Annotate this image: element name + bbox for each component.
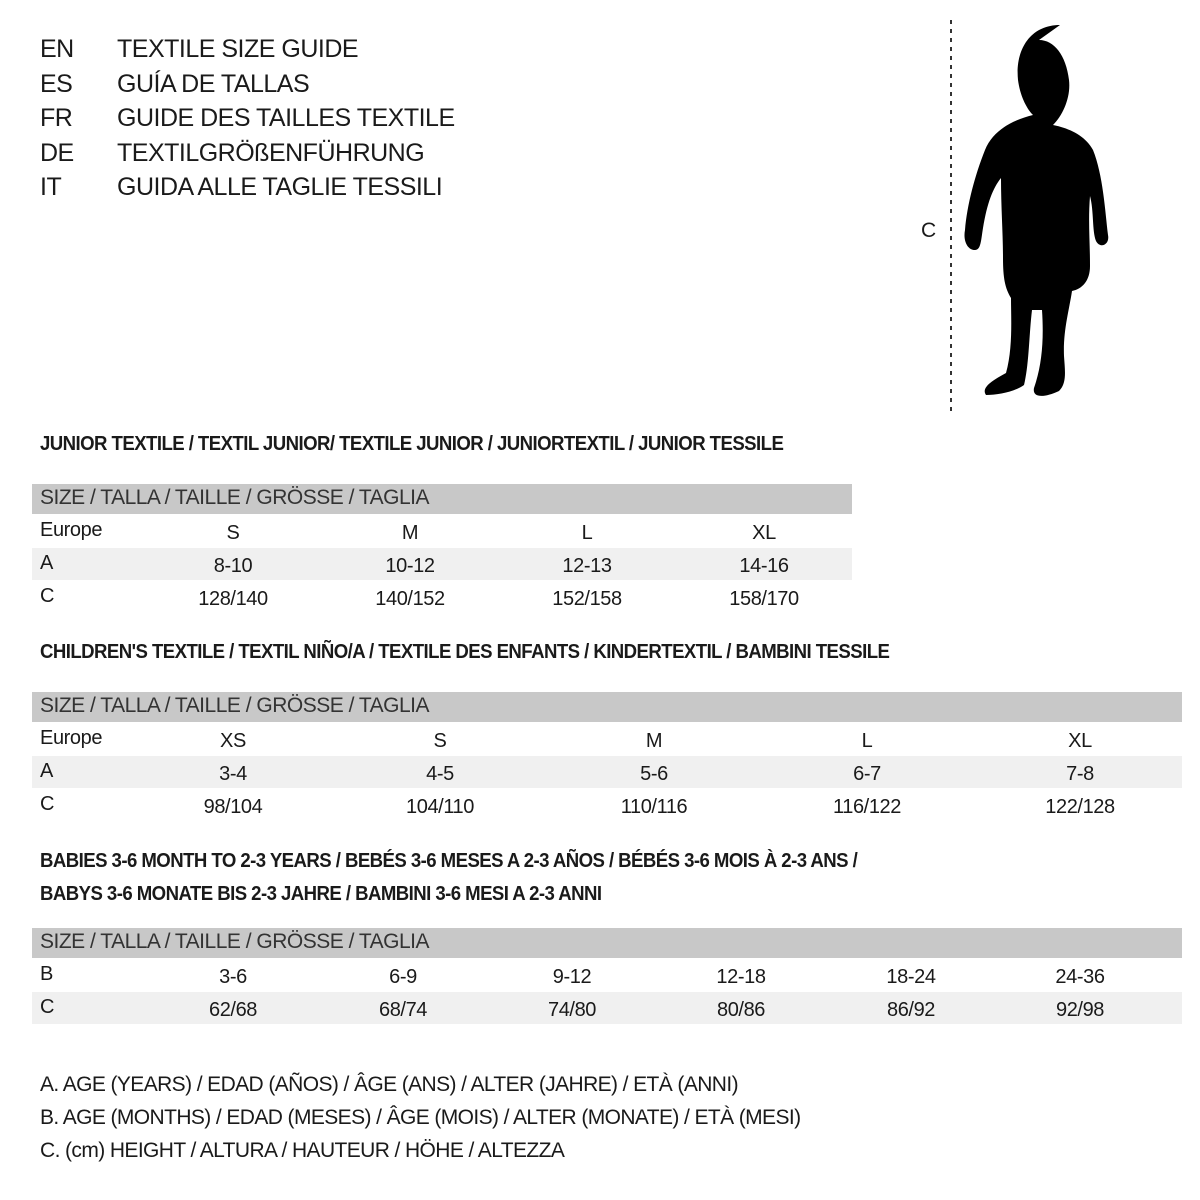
table-cell: XS (220, 730, 246, 752)
size-guide-title: GUIDA ALLE TAGLIE TESSILI (117, 173, 443, 201)
table-cell: XL (1068, 730, 1092, 752)
table-cell: 68/74 (378, 999, 428, 1021)
row-label: Europe (40, 519, 103, 541)
table-header-band (32, 692, 1182, 722)
table-cell: 9-12 (552, 966, 592, 988)
table-cell: 3-4 (219, 763, 247, 785)
table-cell: 104/110 (405, 796, 475, 818)
table-cell: 4-5 (426, 763, 454, 785)
language-code: ES (40, 69, 73, 98)
table-header: SIZE / TALLA / TAILLE / GRÖSSE / TAGLIA (40, 930, 430, 953)
height-measure-label: C (921, 219, 937, 242)
row-label: C (40, 793, 55, 815)
language-code: FR (40, 104, 73, 132)
table-cell: 116/122 (832, 796, 902, 818)
table-title: CHILDREN'S TEXTILE / TEXTIL NIÑO/A / TEX… (40, 641, 890, 663)
table-cell: S (433, 730, 447, 752)
row-label: B (40, 963, 53, 985)
table-cell: 18-24 (886, 966, 936, 988)
size-guide-title: GUÍA DE TALLAS (117, 69, 310, 98)
legend-item: A. AGE (YEARS) / EDAD (AÑOS) / ÂGE (ANS)… (40, 1073, 739, 1096)
table-cell: 6-9 (389, 966, 417, 988)
size-guide-title: TEXTILGRÖßENFÜHRUNG (117, 138, 425, 167)
table-title-line2: BABYS 3-6 MONATE BIS 2-3 JAHRE / BAMBINI… (40, 883, 602, 905)
table-cell: 14-16 (739, 555, 789, 577)
table-cell: L (861, 730, 873, 752)
table-row-stripe (32, 756, 1182, 788)
size-guide-title: TEXTILE SIZE GUIDE (117, 35, 359, 63)
table-cell: 6-7 (853, 763, 881, 785)
row-label: C (40, 585, 55, 607)
table-cell: M (401, 522, 419, 544)
row-label: C (40, 996, 55, 1018)
table-cell: 12-13 (562, 555, 612, 577)
row-label: A (40, 760, 53, 782)
table-cell: 7-8 (1066, 763, 1094, 785)
table-header: SIZE / TALLA / TAILLE / GRÖSSE / TAGLIA (40, 486, 430, 509)
table-cell: 98/104 (203, 796, 263, 818)
table-cell: 86/92 (886, 999, 936, 1021)
language-code: EN (40, 35, 74, 63)
table-row-stripe (32, 992, 1182, 1024)
table-cell: 5-6 (640, 763, 668, 785)
table-title: JUNIOR TEXTILE / TEXTIL JUNIOR/ TEXTILE … (40, 433, 784, 455)
table-header-band (32, 484, 852, 514)
table-cell: 128/140 (198, 588, 268, 610)
table-cell: 92/98 (1055, 999, 1105, 1021)
table-cell: 74/80 (547, 999, 597, 1021)
table-cell: 140/152 (375, 588, 445, 610)
table-cell: 80/86 (716, 999, 766, 1021)
table-cell: 12-18 (716, 966, 766, 988)
table-row-stripe (32, 548, 852, 580)
size-guide-title: GUIDE DES TAILLES TEXTILE (117, 104, 455, 132)
row-label: A (40, 552, 53, 574)
table-header-band (32, 928, 1182, 958)
table-cell: S (226, 522, 240, 544)
table-title: BABIES 3-6 MONTH TO 2-3 YEARS / BEBÉS 3-… (40, 850, 858, 872)
table-cell: 158/170 (729, 588, 799, 610)
table-cell: M (645, 730, 663, 752)
table-cell: 3-6 (219, 966, 247, 988)
table-header: SIZE / TALLA / TAILLE / GRÖSSE / TAGLIA (40, 694, 430, 717)
table-cell: 10-12 (385, 555, 435, 577)
table-cell: 24-36 (1055, 966, 1105, 988)
table-cell: 152/158 (552, 588, 622, 610)
legend-item: B. AGE (MONTHS) / EDAD (MESES) / ÂGE (MO… (40, 1106, 801, 1129)
legend-item: C. (cm) HEIGHT / ALTURA / HAUTEUR / HÖHE… (40, 1139, 565, 1162)
language-code: IT (40, 173, 62, 201)
table-cell: 8-10 (213, 555, 253, 577)
row-label: Europe (40, 727, 103, 749)
table-cell: XL (752, 522, 776, 544)
table-cell: 110/116 (620, 796, 688, 818)
table-cell: L (581, 522, 593, 544)
table-cell: 62/68 (208, 999, 258, 1021)
child-silhouette-icon (950, 20, 1109, 415)
language-code: DE (40, 138, 74, 167)
table-cell: 122/128 (1045, 796, 1115, 818)
